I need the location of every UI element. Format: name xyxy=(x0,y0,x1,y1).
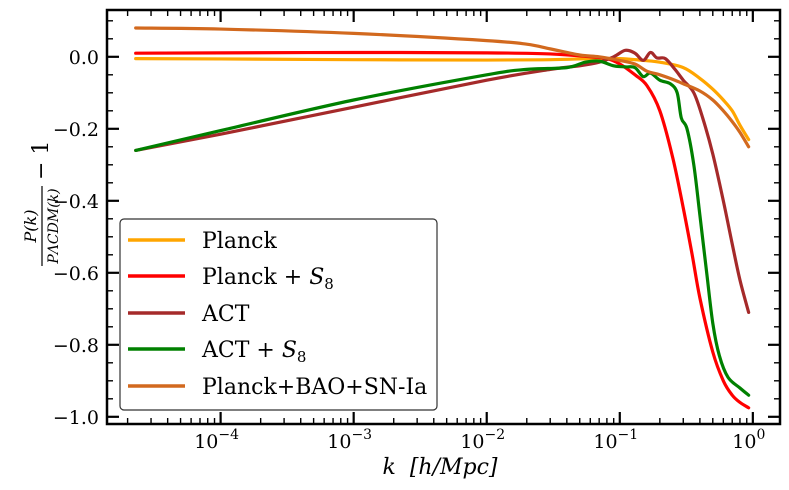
axis-ticks: 0.0 −0.2 −0.4 −0.6 −0.8 −1.0 10−4 10−3 10−2 10−1 1… xyxy=(53,10,780,453)
legend-entry-planck-s8: Planck + S8 xyxy=(128,265,334,293)
legend-label-planck: Planck xyxy=(202,229,277,254)
y-tick-label-3: −0.6 xyxy=(53,263,99,285)
series-line-act xyxy=(134,48,751,314)
y-tick-label-2: −0.4 xyxy=(53,191,99,213)
x-tick-label-2: 10−2 xyxy=(460,427,505,453)
y-axis-label: P(k) PΛCDM(k) − 1 xyxy=(21,141,62,266)
x-axis-label-text: k [h/Mpc] xyxy=(383,455,498,480)
x-tick-label-1: 10−3 xyxy=(327,427,372,453)
y-tick-label-1: −0.2 xyxy=(53,119,99,141)
legend-entry-planck-bao-sn: Planck+BAO+SN-Ia xyxy=(128,375,427,400)
legend-entry-act: ACT xyxy=(128,302,250,327)
legend-label-act: ACT xyxy=(201,302,250,327)
y-tick-label-5: −1.0 xyxy=(53,407,99,429)
y-tick-label-4: −0.8 xyxy=(53,335,99,357)
legend-label-planck-bao-sn: Planck+BAO+SN-Ia xyxy=(202,375,427,400)
x-axis-label: k [h/Mpc] xyxy=(383,455,498,480)
legend-entry-act-s8: ACT + S8 xyxy=(128,338,306,366)
y-label-denominator: PΛCDM(k) xyxy=(46,188,62,264)
legend-box xyxy=(119,218,438,411)
legend-entry-planck: Planck xyxy=(128,229,277,254)
series-lines xyxy=(134,26,751,410)
x-tick-label-3: 10−1 xyxy=(593,427,638,453)
legend-label-planck-s8: Planck + S8 xyxy=(202,265,334,293)
series-line-planck-bao-sn-ia xyxy=(134,26,751,149)
x-tick-label-0: 10−4 xyxy=(194,427,239,453)
plot-frame xyxy=(105,8,782,426)
legend: Planck Planck + S8 ACT ACT + S8 Planck+B… xyxy=(119,218,438,411)
y-tick-label-0: 0.0 xyxy=(69,47,99,69)
x-tick-label-4: 100 xyxy=(732,427,765,453)
y-label-numerator: P(k) xyxy=(21,210,40,244)
y-label-suffix: − 1 xyxy=(29,141,54,180)
legend-label-act-s8: ACT + S8 xyxy=(201,338,306,366)
series-line-planck-s8 xyxy=(134,50,751,410)
